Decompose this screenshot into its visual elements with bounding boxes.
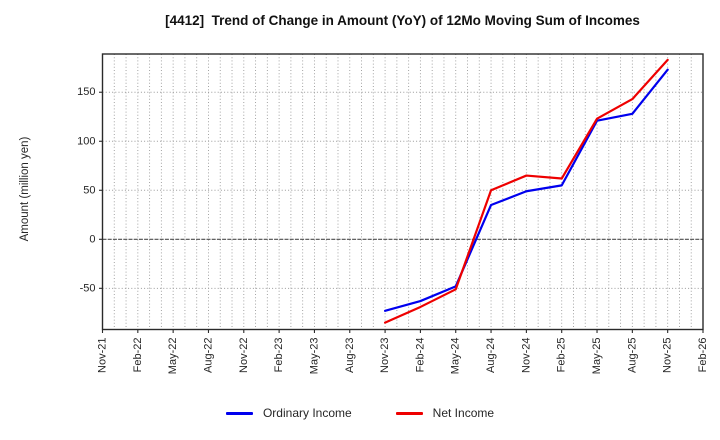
svg-text:Nov-23: Nov-23 xyxy=(379,338,391,373)
svg-text:Feb-25: Feb-25 xyxy=(556,338,568,373)
svg-text:0: 0 xyxy=(89,233,95,245)
chart-title: [4412] Trend of Change in Amount (YoY) o… xyxy=(165,13,640,28)
svg-text:150: 150 xyxy=(77,86,95,98)
svg-text:Nov-22: Nov-22 xyxy=(238,338,250,373)
svg-text:Aug-22: Aug-22 xyxy=(202,338,214,373)
svg-text:Feb-22: Feb-22 xyxy=(132,338,144,373)
svg-text:100: 100 xyxy=(77,135,95,147)
svg-text:Nov-24: Nov-24 xyxy=(520,338,532,373)
legend-item-net-income: Net Income xyxy=(395,406,495,420)
svg-text:Feb-24: Feb-24 xyxy=(414,338,426,373)
svg-text:Feb-23: Feb-23 xyxy=(273,338,285,373)
svg-text:May-22: May-22 xyxy=(167,338,179,375)
svg-text:Nov-25: Nov-25 xyxy=(662,338,674,373)
svg-text:May-24: May-24 xyxy=(450,338,462,375)
svg-text:Feb-26: Feb-26 xyxy=(697,338,709,373)
svg-text:Aug-24: Aug-24 xyxy=(485,338,497,373)
svg-text:May-23: May-23 xyxy=(308,338,320,375)
legend-line-swatch-net-income xyxy=(395,411,423,415)
svg-text:-50: -50 xyxy=(80,282,96,294)
svg-text:Aug-25: Aug-25 xyxy=(626,338,638,373)
legend-label-ordinary-income: Ordinary Income xyxy=(262,406,352,420)
svg-text:May-25: May-25 xyxy=(591,338,603,375)
svg-text:Aug-23: Aug-23 xyxy=(344,338,356,373)
svg-text:Nov-21: Nov-21 xyxy=(97,338,109,373)
legend: Ordinary Income Net Income xyxy=(0,406,720,420)
legend-item-ordinary-income: Ordinary Income xyxy=(225,406,352,420)
legend-label-net-income: Net Income xyxy=(432,406,495,420)
legend-line-swatch-ordinary-income xyxy=(225,411,253,415)
svg-text:50: 50 xyxy=(83,184,95,196)
